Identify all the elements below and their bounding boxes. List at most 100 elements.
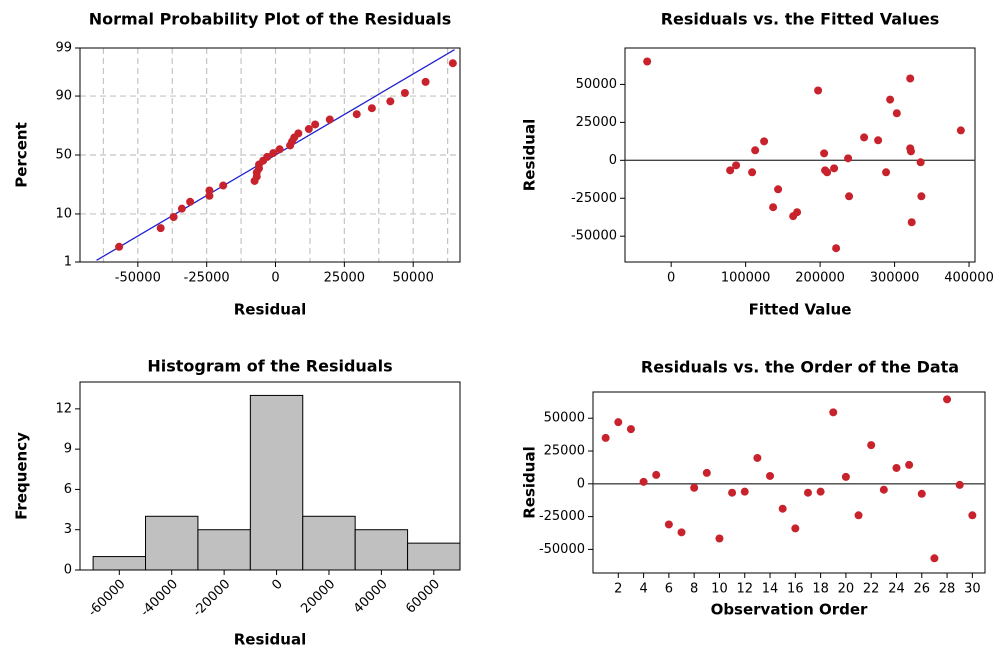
point [892, 109, 901, 118]
x-tick-label: 0 [269, 577, 285, 593]
x-tick-label: 28 [939, 582, 956, 597]
point [968, 511, 977, 520]
x-tick-label: 30 [964, 582, 981, 597]
y-tick-label: 12 [55, 401, 72, 416]
point [726, 166, 735, 175]
point [905, 460, 914, 469]
chart-title: Residuals vs. the Fitted Values [661, 10, 940, 29]
x-tick-label: 26 [914, 582, 931, 597]
point [352, 110, 361, 119]
x-tick-label: 24 [888, 582, 905, 597]
point [892, 463, 901, 472]
point [854, 511, 863, 520]
y-tick-label: -50000 [571, 229, 617, 244]
point [269, 149, 278, 158]
y-axis-label: Residual [521, 119, 539, 191]
bar [197, 529, 251, 571]
x-tick-label: 16 [787, 582, 804, 597]
point [748, 168, 757, 177]
y-axis-label: Frequency [13, 432, 31, 520]
bar [92, 556, 147, 571]
point [294, 129, 303, 138]
point [930, 554, 939, 563]
point [219, 181, 228, 190]
y-tick-label: 0 [64, 563, 72, 578]
y-tick-label: 50000 [544, 411, 585, 426]
y-tick-label: 50000 [576, 77, 617, 92]
point [823, 168, 832, 177]
x-tick-label: 60000 [403, 577, 443, 617]
point [664, 520, 673, 529]
point [643, 57, 652, 66]
point [916, 158, 925, 167]
x-tick-label: 18 [812, 582, 829, 597]
point [906, 74, 915, 83]
x-tick-label: 100000 [721, 271, 771, 286]
bar [354, 529, 409, 571]
x-tick-label: 10 [711, 582, 728, 597]
point [844, 154, 853, 163]
x-tick-label: 300000 [870, 271, 920, 286]
point [917, 489, 926, 498]
point [830, 164, 839, 173]
x-tick-label: 4 [639, 582, 647, 597]
x-tick-label: 20 [838, 582, 855, 597]
point [955, 480, 964, 489]
point [829, 408, 838, 417]
point [169, 213, 178, 222]
point [793, 208, 802, 217]
x-axis-label: Observation Order [711, 601, 868, 619]
point [448, 59, 457, 68]
bar [249, 394, 304, 571]
y-tick-label: 25000 [544, 444, 585, 459]
point [325, 115, 334, 124]
y-tick-label: 25000 [576, 115, 617, 130]
point [766, 471, 775, 480]
point [732, 161, 741, 170]
x-tick-label: -40000 [138, 577, 181, 620]
point [304, 125, 313, 134]
point [421, 77, 430, 86]
x-tick-label: -20000 [190, 577, 233, 620]
point [816, 487, 825, 496]
point [860, 133, 869, 142]
x-tick-label: -25000 [184, 271, 230, 286]
point [275, 145, 284, 154]
point [702, 468, 711, 477]
point [791, 524, 800, 533]
point [882, 168, 891, 177]
y-tick-label: 3 [64, 522, 72, 537]
bar [145, 515, 199, 571]
point [778, 504, 787, 513]
chart-title: Residuals vs. the Order of the Data [641, 358, 959, 377]
point [115, 242, 124, 251]
x-tick-label: 6 [665, 582, 673, 597]
x-tick-label: 22 [863, 582, 880, 597]
point [400, 88, 409, 97]
point [753, 453, 762, 462]
point [956, 126, 965, 135]
x-tick-label: 25000 [324, 271, 365, 286]
x-tick-label: -50000 [115, 271, 161, 286]
point [263, 152, 272, 161]
x-tick-label: 8 [690, 582, 698, 597]
x-tick-label: 2 [614, 582, 622, 597]
plot-frame [592, 391, 986, 574]
x-axis-label: Residual [234, 301, 306, 319]
point [841, 472, 850, 481]
chart-title: Normal Probability Plot of the Residuals [89, 10, 451, 29]
point [601, 433, 610, 442]
x-tick-label: 50000 [393, 271, 434, 286]
point [907, 218, 916, 227]
point [820, 149, 829, 158]
point [906, 147, 915, 156]
point [728, 488, 737, 497]
point [879, 485, 888, 494]
plot-frame [624, 47, 976, 263]
point [751, 146, 760, 155]
point [845, 192, 854, 201]
x-tick-label: 200000 [795, 271, 845, 286]
x-axis-label: Residual [234, 631, 306, 649]
point [386, 97, 395, 106]
